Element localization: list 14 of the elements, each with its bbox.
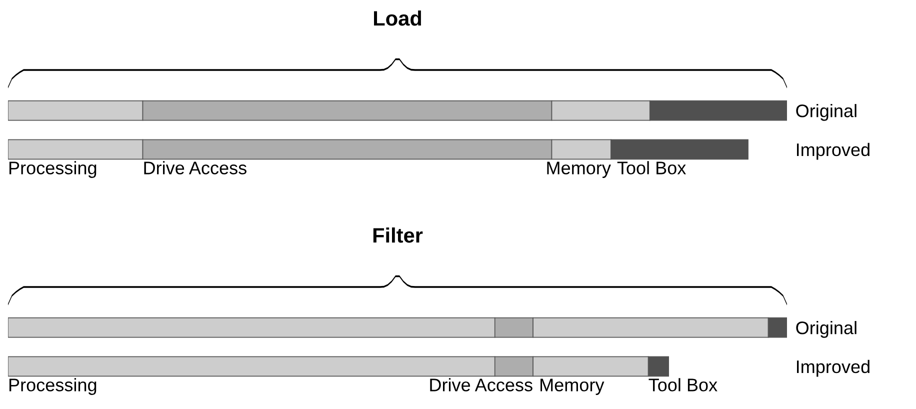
- chart-title: Filter: [373, 227, 423, 243]
- y-tick-label: Original: [796, 104, 856, 121]
- series-label: Tool Box: [648, 378, 718, 392]
- y-tick-label: Original: [796, 321, 856, 338]
- series-label: Memory: [540, 378, 604, 395]
- chart-title: Load: [374, 10, 422, 26]
- series-label: Drive Access: [430, 378, 532, 392]
- y-tick-label: Improved: [797, 360, 870, 377]
- series-label: Drive Access: [144, 161, 246, 174]
- series-label: Tool Box: [617, 161, 686, 174]
- series-label: Processing: [9, 161, 96, 178]
- series-label: Memory: [547, 162, 611, 178]
- y-tick-label: Improved: [797, 142, 870, 160]
- series-label: Processing: [9, 378, 96, 395]
